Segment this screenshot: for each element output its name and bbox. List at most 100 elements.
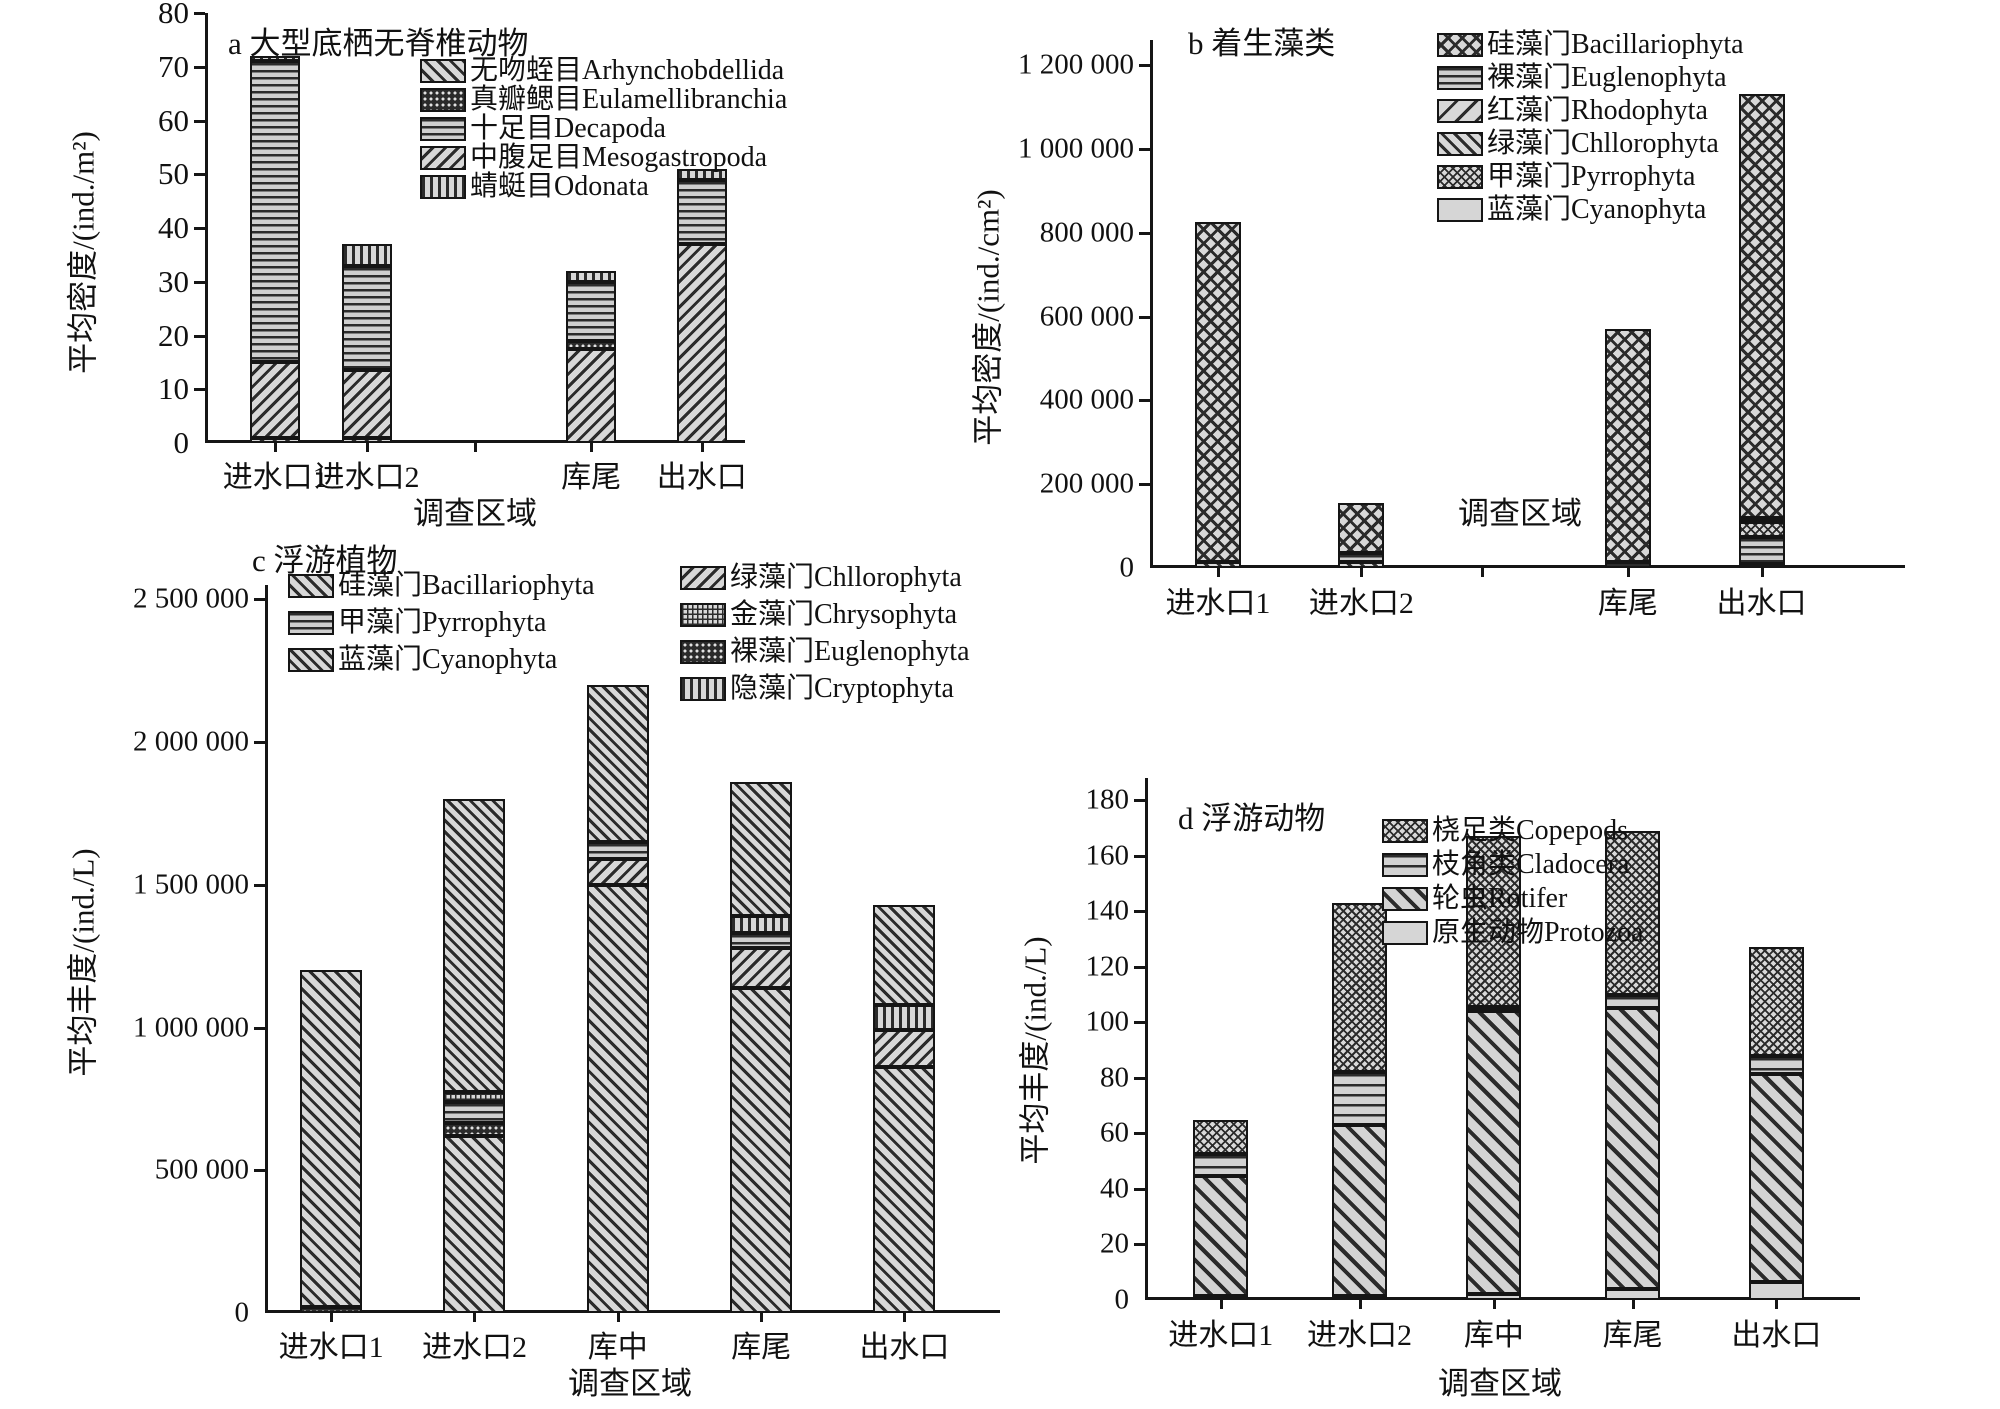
y-tick-mark-a <box>194 12 205 15</box>
legend-label-cryptophyta: 隐藻门Cryptophyta <box>730 673 954 704</box>
bar-segment-c-cyanophyta <box>443 799 506 1092</box>
cyanophyta-swatch-icon <box>1437 198 1483 222</box>
bacillariophyta-swatch-icon <box>1437 33 1483 57</box>
y-tick-label-b: 800 000 <box>1039 216 1134 249</box>
bar-segment-c-chllorophyta <box>730 947 793 988</box>
bar-segment-c-bacillariophyta <box>730 987 793 1313</box>
legend-item-a-decapoda: 十足目Decapoda <box>420 106 666 144</box>
bar-segment-a-arhynchobdellida <box>250 437 301 443</box>
y-tick-mark-d <box>1134 1187 1145 1191</box>
x-category-label-d: 库尾 <box>1602 1319 1663 1352</box>
x-tick-mark-d <box>1631 1300 1635 1309</box>
x-axis-label-c: 调查区域 <box>568 1366 692 1401</box>
y-tick-mark-d <box>1134 799 1145 803</box>
legend-item-d-rotifer: 轮虫Rotifer <box>1382 876 1567 914</box>
pyrrophyta-swatch-icon <box>288 611 334 635</box>
bar-segment-c-bacillariophyta <box>443 1135 506 1313</box>
euglenophyta-swatch-icon <box>680 640 726 664</box>
y-tick-mark-a <box>194 334 205 338</box>
chllorophyta-swatch-icon <box>680 566 726 590</box>
odonata-swatch-icon <box>420 175 466 199</box>
legend-item-b-rhodophyta: 红藻门Rhodophyta <box>1437 88 1708 126</box>
decapoda-swatch-icon <box>420 117 466 141</box>
bar-segment-d-cladocera <box>1193 1154 1249 1177</box>
legend-item-c-bacillariophyta: 硅藻门Bacillariophyta <box>288 563 595 601</box>
bar-segment-a-arhynchobdellida <box>342 437 392 443</box>
x-category-label-c: 库中 <box>587 1331 648 1364</box>
x-category-label-c: 库尾 <box>731 1331 792 1364</box>
y-tick-label-c: 1 000 000 <box>133 1011 249 1043</box>
x-category-label-a: 进水口1 <box>222 461 328 494</box>
bar-segment-b-euglenophyta <box>1604 561 1651 568</box>
x-category-label-a: 库尾 <box>561 461 622 494</box>
x-category-label-c: 进水口1 <box>278 1331 384 1364</box>
legend-item-c-chllorophyta: 绿藻门Chllorophyta <box>680 555 962 593</box>
bar-segment-d-copepods <box>1466 836 1522 1008</box>
y-tick-label-d: 160 <box>1085 839 1130 872</box>
legend-item-c-pyrrophyta: 甲藻门Pyrrophyta <box>288 600 546 638</box>
x-tick-mark-c <box>330 1313 334 1322</box>
y-tick-mark-a <box>194 227 205 230</box>
bar-segment-c-chrysophyta <box>443 1091 506 1102</box>
bar-segment-a-decapoda <box>566 281 617 341</box>
bar-segment-c-cyanophyta <box>873 904 936 1005</box>
bar-segment-d-rotifer <box>1748 1073 1804 1282</box>
legend-item-b-pyrrophyta: 甲藻门Pyrrophyta <box>1437 154 1695 192</box>
cryptophyta-swatch-icon <box>680 677 726 701</box>
y-tick-mark-c <box>254 598 265 602</box>
legend-label-chllorophyta: 绿藻门Chllorophyta <box>1487 128 1719 159</box>
y-tick-label-a: 10 <box>158 371 189 407</box>
panel-title-a: a 大型底栖无脊椎动物 <box>228 26 529 61</box>
legend-label-euglenophyta: 裸藻门Euglenophyta <box>730 636 970 667</box>
legend-item-d-protozoa: 原生动物Protozoa <box>1382 910 1644 948</box>
bar-segment-a-mesogastropoda <box>676 244 727 443</box>
legend-label-odonata: 蜻蜓目Odonata <box>470 171 649 202</box>
y-tick-mark-b <box>1139 231 1150 235</box>
legend-label-euglenophyta: 裸藻门Euglenophyta <box>1487 62 1727 93</box>
y-tick-label-a: 20 <box>158 317 189 353</box>
legend-item-a-mesogastropoda: 中腹足目Mesogastropoda <box>420 135 767 173</box>
legend-label-bacillariophyta: 硅藻门Bacillariophyta <box>338 570 595 601</box>
x-category-label-b: 进水口1 <box>1165 587 1271 620</box>
x-tick-mark-c <box>473 1313 477 1322</box>
bar-segment-b-chllorophyta <box>1194 561 1241 568</box>
panel-title-c: c 浮游植物 <box>252 543 398 578</box>
bar-segment-b-bacillariophyta <box>1338 503 1385 554</box>
bar-segment-b-euglenophyta <box>1738 536 1785 564</box>
y-tick-mark-d <box>1134 1132 1145 1136</box>
bar-segment-d-copepods <box>1748 947 1804 1056</box>
bar-segment-b-rhodophyta <box>1738 517 1785 522</box>
legend-label-chllorophyta: 绿藻门Chllorophyta <box>730 562 962 593</box>
y-tick-label-c: 2 000 000 <box>133 725 249 758</box>
bar-segment-a-mesogastropoda <box>566 348 617 443</box>
legend-item-d-cladocera: 枝角类Cladocera <box>1382 842 1630 880</box>
y-tick-label-c: 1 500 000 <box>133 868 249 901</box>
y-tick-label-b: 0 <box>1119 551 1135 584</box>
y-tick-label-d: 100 <box>1085 1005 1130 1038</box>
x-category-label-b: 出水口 <box>1716 587 1807 620</box>
bacillariophyta-swatch-icon <box>288 574 334 598</box>
legend-label-eulamellibranchia: 真瓣鳃目Eulamellibranchia <box>470 84 788 115</box>
legend-item-b-euglenophyta: 裸藻门Euglenophyta <box>1437 55 1727 93</box>
y-tick-label-a: 50 <box>158 156 189 192</box>
bar-segment-d-cladocera <box>1332 1072 1387 1126</box>
legend-label-cladocera: 枝角类Cladocera <box>1432 849 1630 880</box>
y-tick-mark-b <box>1139 64 1150 68</box>
bar-segment-b-cyanophyta <box>1738 563 1785 568</box>
euglenophyta-swatch-icon <box>1437 66 1483 90</box>
plot-area-b <box>1150 40 1905 568</box>
y-tick-mark-a <box>194 173 205 177</box>
y-tick-label-d: 120 <box>1085 950 1130 983</box>
bar-segment-b-bacillariophyta <box>1604 329 1651 562</box>
x-category-label-c: 进水口2 <box>421 1331 527 1364</box>
legend-item-b-bacillariophyta: 硅藻门Bacillariophyta <box>1437 22 1744 60</box>
y-tick-label-b: 600 000 <box>1039 300 1134 333</box>
x-tick-mark-a <box>274 443 278 452</box>
y-tick-mark-a <box>194 65 205 69</box>
bar-segment-d-copepods <box>1605 830 1661 995</box>
bar-segment-d-protozoa <box>1748 1281 1804 1300</box>
legend-item-c-euglenophyta: 裸藻门Euglenophyta <box>680 629 970 667</box>
bar-segment-c-euglenophyta <box>300 1307 363 1313</box>
y-tick-mark-b <box>1139 147 1150 151</box>
